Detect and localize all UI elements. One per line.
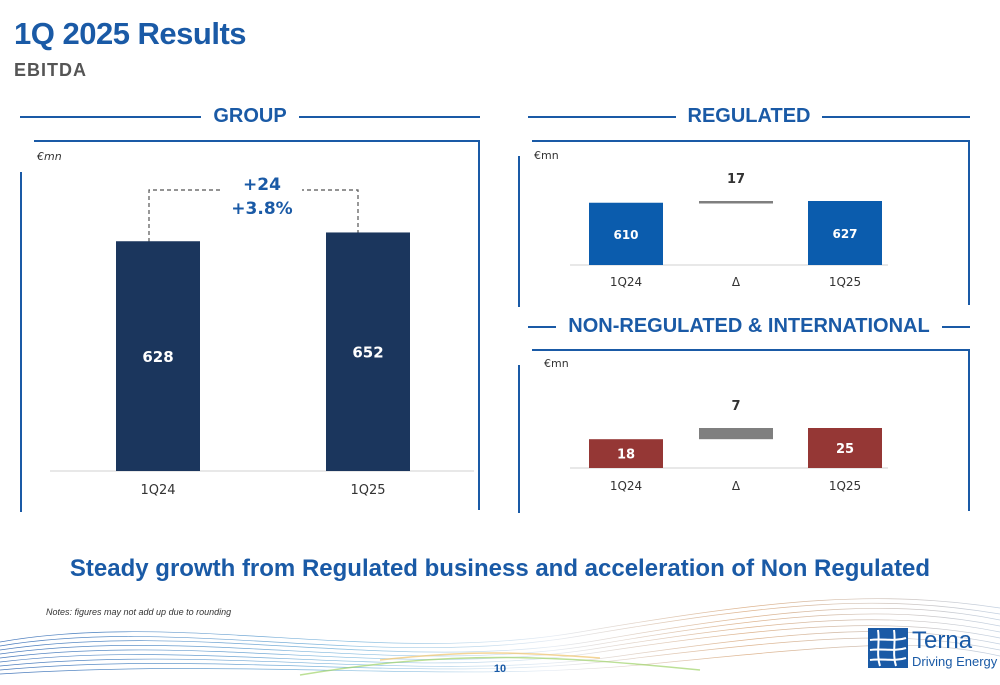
non-regulated-tick-delta: Δ — [732, 479, 741, 493]
group-bar-label-1q25: 652 — [352, 344, 383, 362]
regulated-bar-delta — [699, 201, 773, 204]
panel-side-rule — [518, 156, 520, 307]
non-regulated-panel — [518, 349, 970, 513]
group-bar-label-1q24: 628 — [142, 348, 173, 366]
terna-logo-icon — [868, 628, 908, 668]
header-rule-right — [822, 115, 970, 118]
panel-side-rule — [518, 365, 520, 513]
group-delta-abs: +24 — [243, 175, 281, 195]
non-regulated-bar-1q24 — [589, 439, 663, 468]
regulated-bar-label-1q25: 627 — [832, 227, 857, 241]
wave-decoration — [0, 598, 1000, 676]
page-title: 1Q 2025 Results — [14, 16, 247, 51]
non-regulated-tick-1q24: 1Q24 — [610, 479, 642, 493]
non-regulated-chart: €mn 18 7 25 1Q24 Δ 1Q25 — [544, 357, 888, 493]
regulated-tick-delta: Δ — [732, 275, 741, 289]
group-panel — [20, 140, 480, 512]
non-regulated-section-title: NON-REGULATED & INTERNATIONAL — [568, 315, 930, 337]
group-delta-pct: +3.8% — [231, 199, 292, 219]
group-unit-label: €mn — [36, 150, 62, 163]
regulated-unit-label: €mn — [534, 149, 559, 162]
non-regulated-bar-1q25 — [808, 428, 882, 468]
header-rule-left — [528, 325, 557, 328]
regulated-section-header: REGULATED — [528, 105, 970, 128]
regulated-bar-1q24 — [589, 202, 663, 265]
header-rule-left — [20, 115, 202, 118]
non-regulated-bar-label-delta: 7 — [731, 399, 740, 414]
group-chart: €mn +24 +3.8% 628 652 1Q24 1Q25 — [36, 150, 474, 498]
non-regulated-bar-label-1q24: 18 — [617, 448, 635, 463]
regulated-bar-1q25 — [808, 201, 882, 265]
non-regulated-section-header: NON-REGULATED & INTERNATIONAL — [528, 315, 970, 338]
logo-name: Terna — [912, 626, 973, 654]
group-section-title: GROUP — [213, 105, 287, 127]
non-regulated-bar-delta — [699, 428, 773, 440]
regulated-chart: €mn 610 17 627 1Q24 Δ 1Q25 — [534, 149, 888, 289]
header-rule-right — [941, 325, 970, 328]
regulated-bar-label-1q24: 610 — [613, 228, 638, 242]
logo-tagline: Driving Energy — [912, 653, 998, 669]
key-message: Steady growth from Regulated business an… — [69, 555, 931, 582]
terna-logo: Terna Driving Energy — [868, 628, 997, 668]
group-bar-1q24 — [116, 241, 200, 471]
non-regulated-tick-1q25: 1Q25 — [829, 479, 861, 493]
non-regulated-unit-label: €mn — [544, 357, 569, 370]
delta-label-bg — [222, 172, 302, 218]
regulated-section-title: REGULATED — [687, 105, 811, 127]
group-tick-1q24: 1Q24 — [140, 483, 175, 498]
header-rule-right — [298, 115, 480, 118]
page-subtitle: EBITDA — [14, 60, 87, 80]
group-section-header: GROUP — [20, 105, 480, 128]
group-tick-1q25: 1Q25 — [350, 483, 385, 498]
header-rule-left — [528, 115, 676, 118]
footnote: Notes: figures may not add up due to rou… — [46, 607, 232, 617]
regulated-tick-1q24: 1Q24 — [610, 275, 642, 289]
panel-side-rule — [20, 172, 22, 512]
non-regulated-bar-label-1q25: 25 — [836, 442, 854, 457]
group-bar-1q25 — [326, 232, 410, 471]
regulated-tick-1q25: 1Q25 — [829, 275, 861, 289]
page-number: 10 — [493, 663, 507, 675]
regulated-bar-label-delta: 17 — [727, 172, 745, 187]
regulated-panel — [518, 140, 970, 307]
